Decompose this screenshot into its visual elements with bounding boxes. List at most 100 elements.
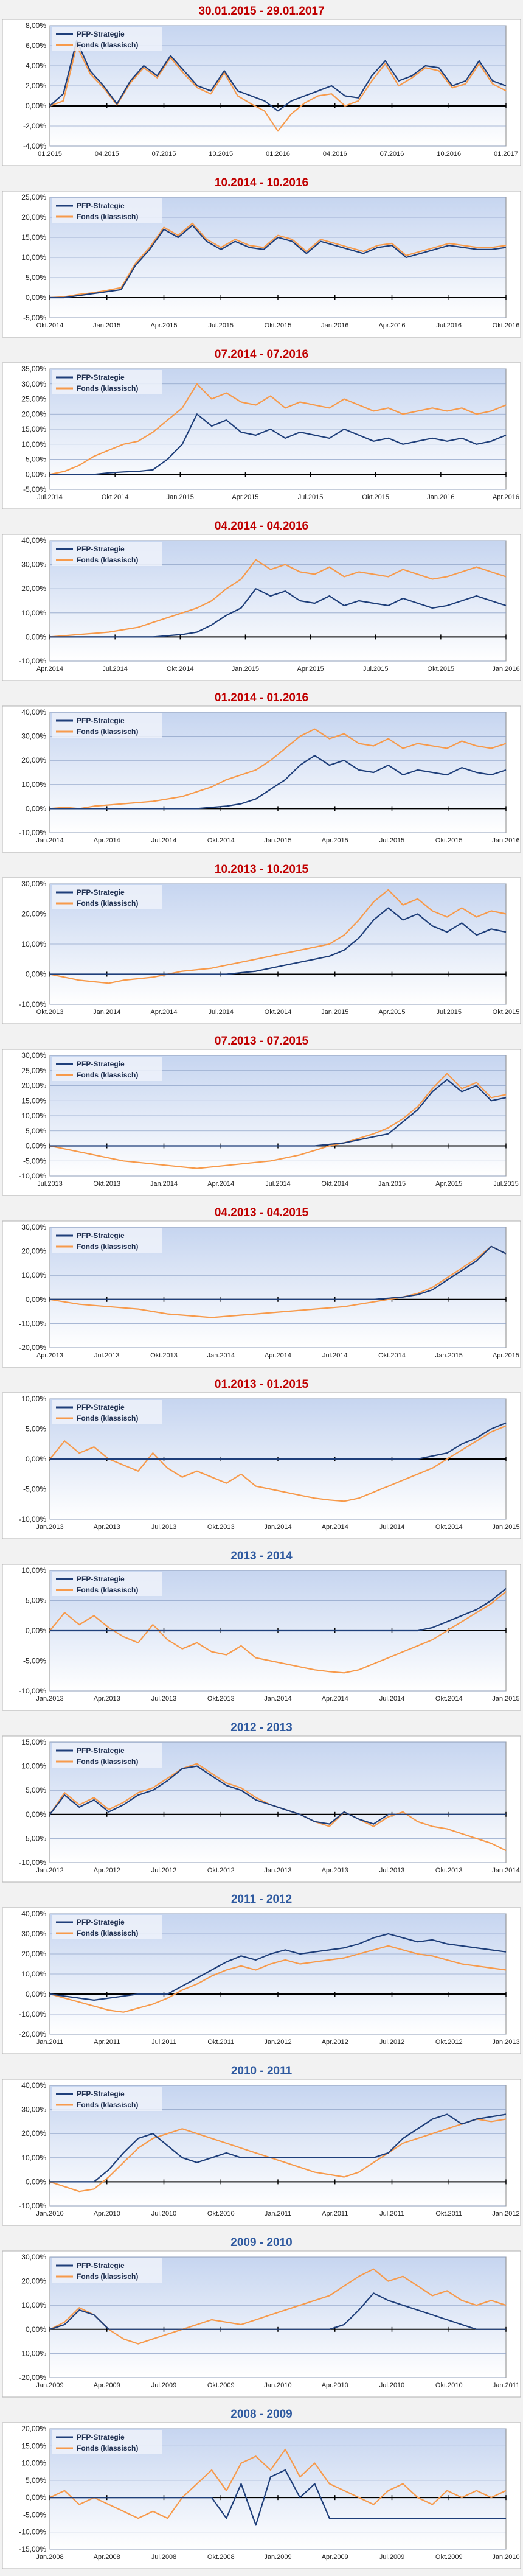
x-tick-label: Jan.2014 xyxy=(150,1180,178,1188)
legend-box xyxy=(52,198,162,223)
y-tick-label: 0,00% xyxy=(26,2177,46,2186)
y-tick-label: 30,00% xyxy=(21,1930,46,1938)
y-tick-label: 0,00% xyxy=(26,1142,46,1150)
series-fonds-klassisch xyxy=(49,2448,507,2519)
x-tick-label: Okt.2013 xyxy=(36,1009,64,1016)
x-tick-label: Apr.2014 xyxy=(207,1180,234,1188)
y-tick-label: -2,00% xyxy=(23,122,46,130)
legend-box xyxy=(52,370,162,394)
x-tick-label: Jan.2015 xyxy=(93,322,120,329)
y-tick-label: -5,00% xyxy=(23,1834,46,1843)
chart-title: 07.2014 - 07.2016 xyxy=(214,348,309,361)
x-tick-label: Jan.2009 xyxy=(36,2382,63,2389)
x-tick-label: Jan.2015 xyxy=(232,665,259,673)
x-tick-label: Jul.2011 xyxy=(379,2210,404,2217)
series-pfp-strategie xyxy=(49,1933,507,2001)
x-tick-label: Jul.2010 xyxy=(151,2210,177,2217)
x-tick-label: Apr.2009 xyxy=(94,2382,120,2389)
legend-label-fonds: Fonds (klassisch) xyxy=(77,556,138,564)
legend-box xyxy=(52,1572,162,1596)
x-tick-label: Okt.2016 xyxy=(493,322,520,329)
chart-svg: 15,00%10,00%5,00%0,00%-5,00%-10,00%Jan.2… xyxy=(2,1735,521,1883)
y-tick-label: 0,00% xyxy=(26,2325,46,2334)
y-tick-label: 20,00% xyxy=(21,756,46,765)
x-tick-label: Apr.2015 xyxy=(322,837,348,844)
chart-title: 04.2013 - 04.2015 xyxy=(214,1206,309,1219)
legend-label-fonds: Fonds (klassisch) xyxy=(77,2272,138,2281)
y-tick-label: 10,00% xyxy=(21,940,46,948)
chart-title: 2012 - 2013 xyxy=(230,1721,293,1734)
legend-label-pfp: PFP-Strategie xyxy=(77,716,125,725)
legend-label-pfp: PFP-Strategie xyxy=(77,1060,125,1068)
series-fonds-klassisch xyxy=(49,2268,507,2345)
chart-svg: 30,00% 25,00% 20,00% 15,00% 10,00% 5,00% 0,00%… xyxy=(2,1049,521,1196)
x-tick-label: Jan.2015 xyxy=(378,1180,406,1188)
y-tick-label: 4,00% xyxy=(26,61,46,70)
series-fonds-klassisch xyxy=(49,889,507,984)
chart-title: 30.01.2015 - 29.01.2017 xyxy=(198,5,325,18)
legend-label-pfp: PFP-Strategie xyxy=(77,1746,125,1755)
x-tick-label: Jul.2014 xyxy=(265,1180,291,1188)
legend: PFP-Strategie Fonds (klassisch) xyxy=(52,2430,162,2454)
chart-panel: 07.2014 - 07.2016 35,00% 30,00% 25,00% 20,00… xyxy=(0,343,523,515)
series-fonds-klassisch xyxy=(49,1425,507,1502)
x-tick-label: Jan.2011 xyxy=(493,2382,519,2389)
x-tick-label: Okt.2009 xyxy=(207,2382,235,2389)
x-tick-label: 04.2016 xyxy=(323,150,347,158)
chart-title: 04.2014 - 04.2016 xyxy=(214,520,309,533)
y-tick-label: 10,00% xyxy=(21,780,46,789)
x-tick-label: Okt.2013 xyxy=(207,1524,235,1531)
y-tick-label: 15,00% xyxy=(21,233,46,242)
x-tick-label: Jan.2013 xyxy=(36,1524,63,1531)
y-tick-label: 0,00% xyxy=(26,1810,46,1819)
legend-label-pfp: PFP-Strategie xyxy=(77,1918,125,1927)
series-pfp-strategie xyxy=(50,1587,507,1632)
x-tick-label: Jan.2015 xyxy=(264,837,291,844)
x-tick-label: 10.2015 xyxy=(209,150,233,158)
x-tick-label: Okt.2014 xyxy=(435,1524,463,1531)
series-pfp-strategie xyxy=(50,2113,507,2183)
series-fonds-klassisch xyxy=(49,728,507,810)
y-tick-label: 15,00% xyxy=(21,425,46,433)
x-tick-label: Jul.2009 xyxy=(151,2382,177,2389)
y-tick-label: 20,00% xyxy=(21,2424,46,2433)
x-tick-label: Jul.2013 xyxy=(37,1180,63,1188)
x-tick-label: Jul.2014 xyxy=(208,1009,234,1016)
series-fonds-klassisch xyxy=(49,1245,507,1318)
x-tick-label: Jan.2009 xyxy=(264,2553,291,2561)
y-tick-label: 30,00% xyxy=(21,380,46,388)
y-tick-label: 10,00% xyxy=(21,2301,46,2309)
chart-panel: 2011 - 2012 40,00% 30,00% 20,00% 10,00% 0,00%… xyxy=(0,1888,523,2060)
series-pfp-strategie xyxy=(50,1245,507,1300)
x-tick-label: Okt.2015 xyxy=(435,837,463,844)
chart-svg: 40,00%30,00%20,00%10,00%0,00%-10,00%Jan.… xyxy=(2,705,521,853)
series-fonds-klassisch xyxy=(49,1945,507,2013)
chart-panel: 04.2013 - 04.2015 30,00% 20,00% 10,00% 0,00%… xyxy=(0,1202,523,1373)
series-pfp-strategie xyxy=(50,907,507,975)
legend-label-pfp: PFP-Strategie xyxy=(77,2433,125,2441)
chart-title: 2011 - 2012 xyxy=(230,1893,293,1906)
x-tick-label: Jan.2011 xyxy=(36,2039,63,2046)
chart-title: 01.2014 - 01.2016 xyxy=(214,691,309,704)
series-pfp-strategie xyxy=(50,1422,507,1460)
x-tick-label: Jan.2015 xyxy=(492,1695,519,1703)
y-tick-label: 0,00% xyxy=(26,1295,46,1304)
y-tick-label: 30,00% xyxy=(21,2105,46,2114)
legend-label-pfp: PFP-Strategie xyxy=(77,1575,125,1583)
y-tick-label: 30,00% xyxy=(21,1223,46,1231)
y-tick-label: 10,00% xyxy=(21,2459,46,2468)
legend-box xyxy=(52,27,162,51)
chart-svg: 10,00% 5,00% 0,00% -5,00% -10,00%Jan.2013 Apr… xyxy=(2,1392,521,1539)
chart-svg: 20,00% 15,00% 10,00% 5,00% 0,00% -5,00% -10,00… xyxy=(2,2422,521,2569)
series-fonds-klassisch xyxy=(49,559,507,638)
legend: PFP-Strategie Fonds (klassisch) xyxy=(52,2258,162,2283)
x-tick-label: Jan.2014 xyxy=(207,1352,235,1359)
series-pfp-strategie xyxy=(49,2292,506,2330)
y-tick-label: 20,00% xyxy=(21,1247,46,1256)
x-tick-label: Jul.2013 xyxy=(151,1524,177,1531)
chart-svg: 30,00%20,00%10,00%0,00%-10,00%-20,00%Apr… xyxy=(2,1220,521,1368)
x-tick-label: Okt.2013 xyxy=(93,1180,120,1188)
series-fonds-klassisch xyxy=(49,2118,507,2193)
y-tick-label: 0,00% xyxy=(26,1455,46,1463)
y-tick-label: 10,00% xyxy=(21,1762,46,1771)
